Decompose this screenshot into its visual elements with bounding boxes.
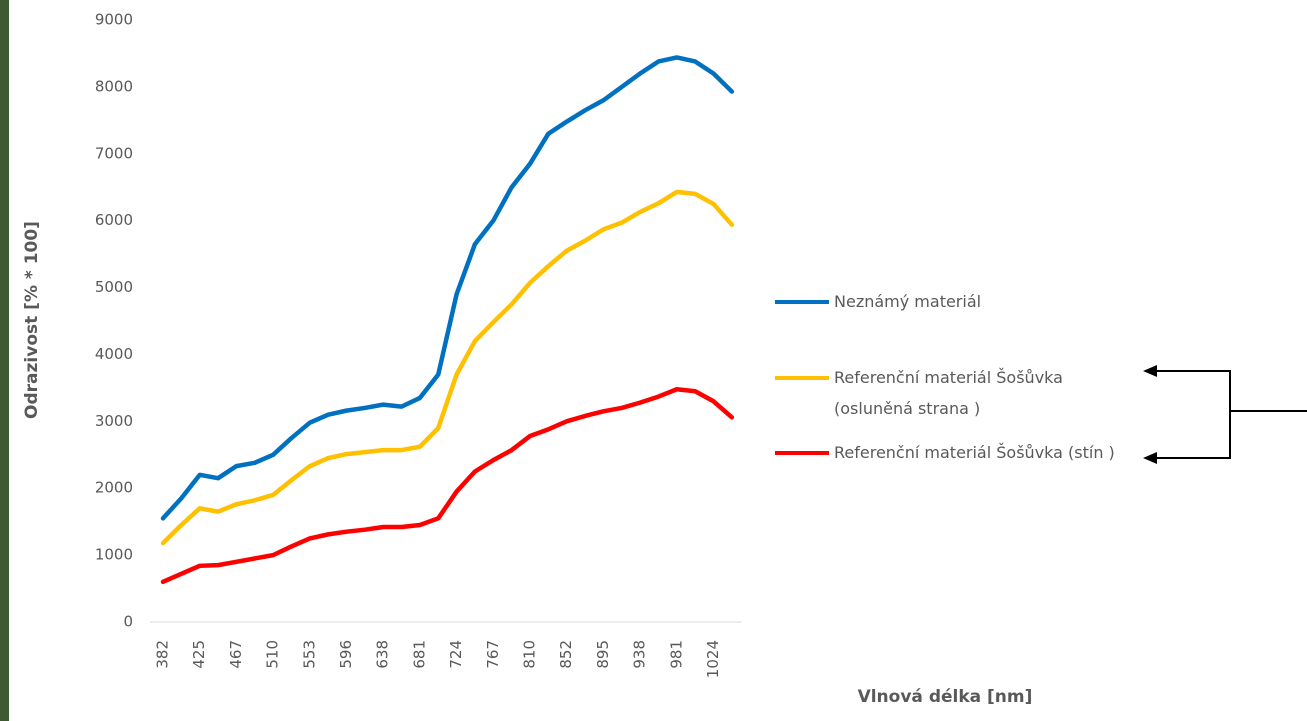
x-tick-label: 1024 xyxy=(704,640,722,678)
x-tick-label: 681 xyxy=(410,640,428,669)
x-tick-label: 467 xyxy=(227,640,245,669)
legend-label: Referenční materiál Šošůvka (stín ) xyxy=(834,443,1115,462)
x-axis-label: Vlnová délka [nm] xyxy=(858,687,1033,707)
x-tick-label: 638 xyxy=(374,640,392,669)
legend-item: Referenční materiál Šošůvka (osluněná st… xyxy=(775,362,1125,424)
x-tick-label: 810 xyxy=(521,640,539,669)
x-tick-label: 425 xyxy=(190,640,208,669)
x-tick-label: 981 xyxy=(667,640,685,669)
y-tick-label: 7000 xyxy=(95,144,133,162)
y-tick-label: 5000 xyxy=(95,278,133,296)
background-strip xyxy=(0,0,9,721)
x-tick-label: 852 xyxy=(557,640,575,669)
arrow-head xyxy=(1143,452,1157,464)
y-axis-label: Odrazivost [% * 100] xyxy=(22,221,42,419)
legend-item: Referenční materiál Šošůvka (stín ) xyxy=(775,437,1125,468)
series-line xyxy=(160,386,735,585)
y-tick-label: 9000 xyxy=(95,11,133,29)
x-tick-label: 553 xyxy=(300,640,318,669)
y-tick-label: 1000 xyxy=(95,546,133,564)
y-tick-label: 8000 xyxy=(95,77,133,95)
x-tick-label: 767 xyxy=(484,640,502,669)
x-tick-label: 382 xyxy=(154,640,172,669)
legend-swatch xyxy=(775,451,829,455)
x-tick-label: 510 xyxy=(264,640,282,669)
y-tick-label: 0 xyxy=(123,613,133,631)
x-tick-label: 895 xyxy=(594,640,612,669)
bracket xyxy=(1155,370,1307,459)
arrow-head xyxy=(1143,365,1157,377)
y-tick-label: 2000 xyxy=(95,479,133,497)
series-line xyxy=(160,55,735,521)
x-tick-label: 724 xyxy=(447,640,465,669)
series-line xyxy=(160,189,735,546)
y-tick-label: 4000 xyxy=(95,345,133,363)
y-tick-label: 6000 xyxy=(95,211,133,229)
legend-label: Referenční materiál Šošůvka (osluněná st… xyxy=(834,368,1063,418)
y-tick-label: 3000 xyxy=(95,412,133,430)
x-tick-label: 938 xyxy=(631,640,649,669)
legend-item: Neznámý materiál xyxy=(775,286,1125,317)
legend-label: Neznámý materiál xyxy=(834,292,982,311)
legend-swatch xyxy=(775,300,829,304)
x-tick-label: 596 xyxy=(337,640,355,669)
legend-swatch xyxy=(775,376,829,380)
